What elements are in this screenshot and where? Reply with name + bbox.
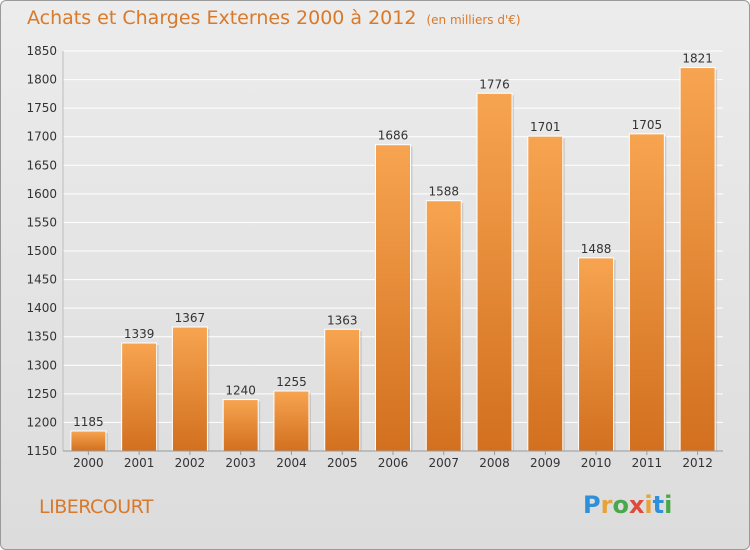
bar-2010 [578, 257, 615, 452]
y-tick-label: 1750 [26, 101, 57, 115]
bar-2012 [679, 67, 716, 452]
value-label: 1339 [124, 327, 155, 341]
title-text: Achats et Charges Externes 2000 à 2012 [27, 7, 417, 29]
bar-2000 [70, 430, 107, 452]
value-label: 1686 [378, 129, 409, 143]
logo-letter: i [664, 491, 673, 519]
value-label: 1701 [530, 120, 561, 134]
value-label: 1240 [225, 384, 256, 398]
y-axis: 1150 1200 1250 1300 1350 1400 1450 1500 1550 1600… [26, 44, 64, 458]
unit-text: (en milliers d'€) [426, 13, 521, 27]
y-tick-label: 1550 [26, 215, 57, 229]
y-tick-label: 1800 [26, 73, 57, 87]
commune-name: LIBERCOURT [39, 496, 154, 518]
value-labels: 1185 1339 1367 1240 1255 1363 1686 1588 1776 1701… [73, 52, 713, 429]
bar-2002 [171, 326, 208, 452]
x-tick-label: 2003 [225, 456, 256, 470]
x-tick-label: 2010 [581, 456, 612, 470]
x-tick-label: 2001 [124, 456, 155, 470]
bar-2005 [324, 328, 361, 452]
y-tick-label: 1650 [26, 158, 57, 172]
logo-letter: o [612, 491, 629, 519]
value-label: 1367 [175, 311, 206, 325]
x-tick-label: 2005 [327, 456, 358, 470]
value-label: 1185 [73, 415, 104, 429]
y-tick-label: 1500 [26, 244, 57, 258]
bar-2009 [527, 135, 564, 452]
x-tick-label: 2000 [73, 456, 104, 470]
value-label: 1705 [632, 118, 663, 132]
x-tick-label: 2011 [632, 456, 663, 470]
x-tick-label: 2007 [428, 456, 459, 470]
proxiti-logo: Proxiti [583, 491, 672, 519]
bars [70, 67, 718, 452]
bar-2004 [273, 390, 310, 452]
logo-letter: i [644, 491, 653, 519]
value-label: 1488 [581, 242, 612, 256]
value-label: 1363 [327, 313, 358, 327]
chart-title: Achats et Charges Externes 2000 à 2012 (e… [27, 7, 521, 29]
y-tick-label: 1150 [26, 444, 57, 458]
bar-2008 [476, 92, 513, 452]
value-label: 1821 [682, 52, 713, 66]
bar-2006 [375, 144, 411, 452]
x-tick-label: 2009 [530, 456, 561, 470]
logo-letter: t [652, 491, 665, 519]
x-axis: 2000 2001 2002 2003 2004 2005 2006 2007 2008 2009… [63, 450, 723, 470]
y-tick-label: 1400 [26, 301, 57, 315]
y-tick-label: 1850 [26, 44, 57, 58]
x-tick-label: 2006 [378, 456, 409, 470]
x-tick-label: 2012 [682, 456, 713, 470]
y-tick-label: 1200 [26, 415, 57, 429]
y-tick-label: 1300 [26, 358, 57, 372]
logo-letter: r [600, 491, 613, 519]
logo-letter: x [628, 491, 645, 519]
y-tick-label: 1600 [26, 187, 57, 201]
x-tick-label: 2004 [276, 456, 307, 470]
value-label: 1255 [276, 375, 307, 389]
y-tick-label: 1700 [26, 130, 57, 144]
x-tick-label: 2008 [479, 456, 510, 470]
bar-2007 [425, 200, 462, 452]
value-label: 1588 [428, 185, 459, 199]
value-label: 1776 [479, 77, 510, 91]
x-tick-label: 2002 [175, 456, 206, 470]
logo-letter: P [583, 491, 601, 519]
bar-2011 [628, 133, 665, 452]
y-tick-label: 1350 [26, 330, 57, 344]
bar-2001 [121, 342, 158, 452]
y-tick-label: 1450 [26, 273, 57, 287]
y-tick-label: 1250 [26, 387, 57, 401]
bar-2003 [222, 399, 259, 452]
